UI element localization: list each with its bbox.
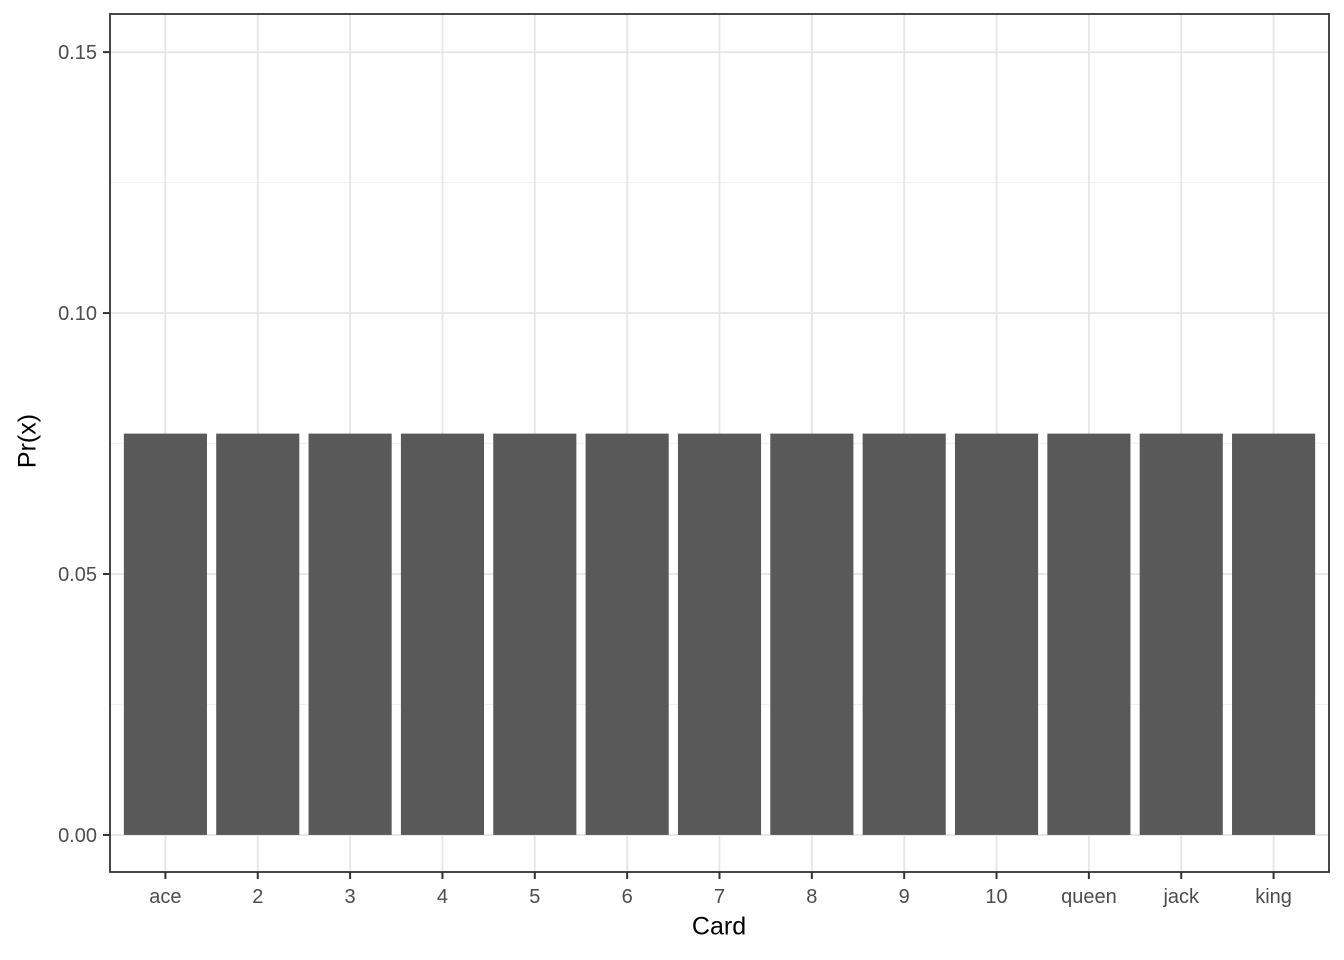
x-axis-ticks: ace 2 3 4 5 6 7 8 9 10 queen jack king	[149, 872, 1292, 908]
bar	[1232, 433, 1316, 835]
x-tick-label: 8	[806, 886, 817, 908]
y-tick-label: 0.15	[58, 42, 97, 64]
x-tick-label: 6	[622, 886, 633, 908]
bar	[862, 433, 946, 835]
x-tick-label: 2	[252, 886, 263, 908]
bar	[400, 433, 485, 835]
x-tick-label: ace	[149, 886, 181, 908]
x-tick-label: queen	[1061, 886, 1117, 908]
y-tick-label: 0.00	[58, 825, 97, 847]
x-tick-label: 9	[899, 886, 910, 908]
bar	[123, 433, 207, 835]
y-axis-ticks: 0.00 0.05 0.10 0.15	[58, 42, 110, 847]
x-tick-label: 3	[345, 886, 356, 908]
bars	[123, 433, 1316, 835]
y-tick-label: 0.05	[58, 564, 97, 586]
x-tick-label: 10	[985, 886, 1007, 908]
x-tick-label: 4	[437, 886, 448, 908]
y-axis-title: Pr(x)	[13, 413, 42, 469]
bar	[216, 433, 300, 835]
bar	[585, 433, 669, 835]
x-tick-label: king	[1255, 886, 1292, 908]
bar	[954, 433, 1039, 835]
bar	[493, 433, 577, 835]
x-tick-label: 5	[529, 886, 540, 908]
x-tick-label: 7	[714, 886, 725, 908]
bar	[677, 433, 762, 835]
bar	[1139, 433, 1223, 835]
x-tick-label: jack	[1162, 886, 1200, 908]
x-axis-title: Card	[691, 912, 747, 941]
bar	[1047, 433, 1131, 835]
y-tick-label: 0.10	[58, 303, 97, 325]
bar	[308, 433, 392, 835]
bar	[770, 433, 854, 835]
